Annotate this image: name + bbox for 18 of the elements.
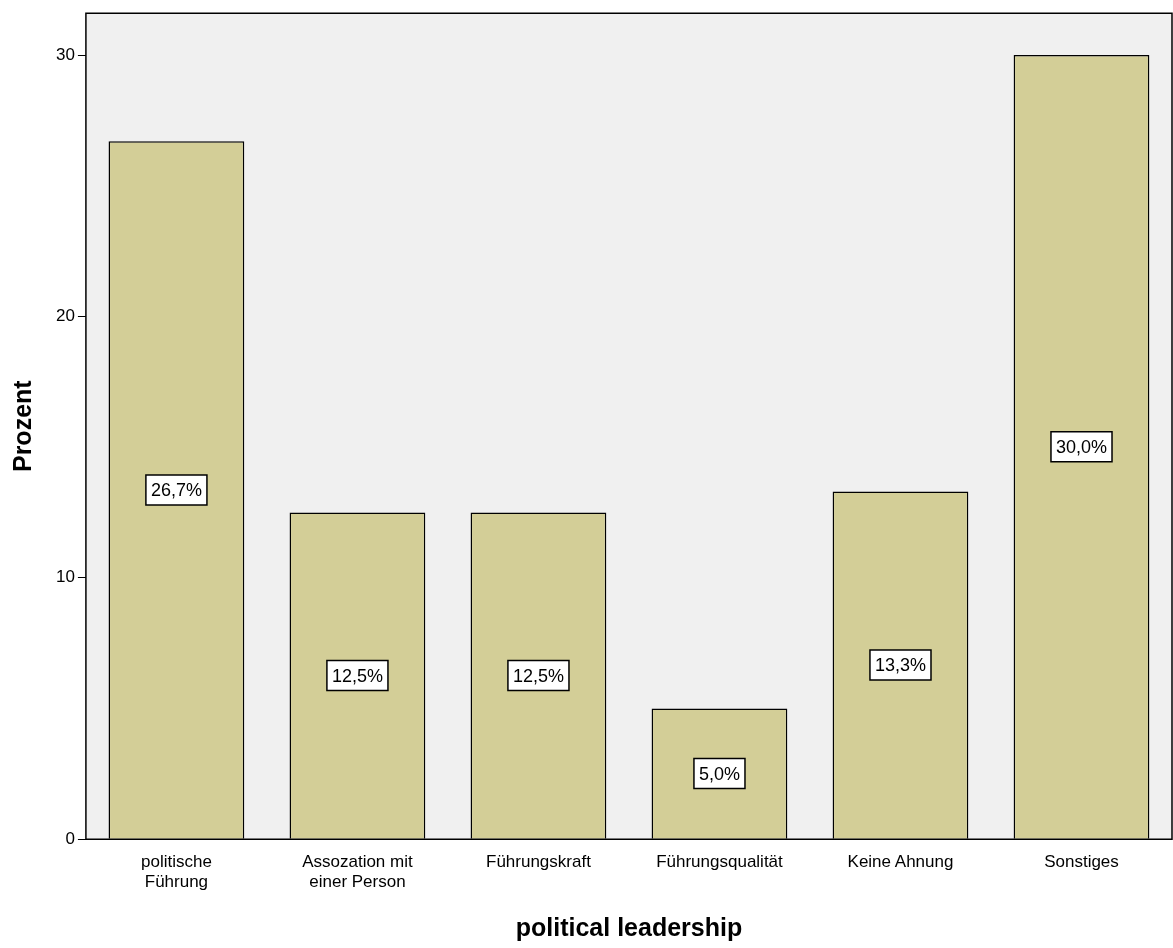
data-label: 13,3% <box>874 655 926 676</box>
data-label: 30,0% <box>1055 436 1108 457</box>
data-label: 26,7% <box>150 479 202 500</box>
data-label: 12,5% <box>512 665 564 686</box>
y-tick-label: 10 <box>55 567 75 587</box>
data-label: 5,0% <box>698 763 740 784</box>
x-tick-label: politische Führung <box>140 852 212 892</box>
y-axis-title: Prozent <box>7 379 36 473</box>
x-tick-label: Sonstiges <box>1044 852 1119 872</box>
x-tick-label: Keine Ahnung <box>847 852 954 872</box>
y-tick-label: 0 <box>65 828 75 848</box>
y-tick-label: 20 <box>55 306 75 326</box>
y-tick-label: 30 <box>55 44 75 64</box>
x-tick-label: Führungsqualität <box>656 852 784 872</box>
x-tick-label: Führungskraft <box>486 852 592 872</box>
data-label: 12,5% <box>331 665 383 686</box>
x-tick-label: Assozation mit einer Person <box>302 852 413 892</box>
x-axis-title: political leadership <box>515 912 743 941</box>
